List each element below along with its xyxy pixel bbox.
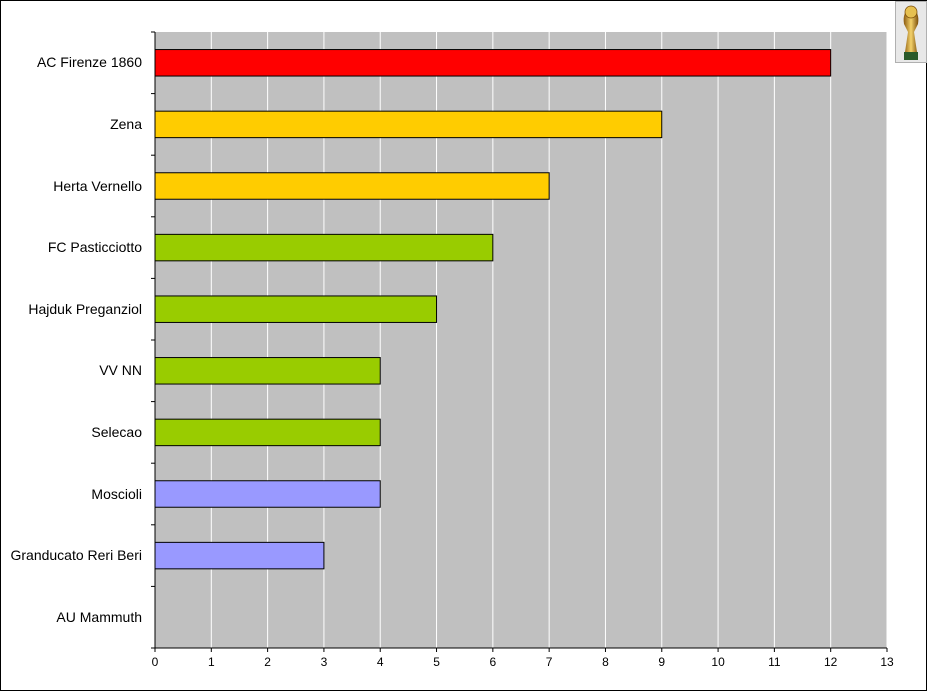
category-label: FC Pasticciotto (47, 239, 142, 256)
bar (154, 541, 325, 570)
category-label: Selecao (91, 423, 142, 440)
x-tick-label: 9 (658, 655, 665, 669)
bar (154, 357, 381, 385)
category-label: Granducato Reri Beri (10, 547, 142, 564)
x-tick-label: 7 (546, 655, 553, 669)
x-tick-label: 8 (602, 655, 609, 669)
world-cup-trophy-icon (895, 1, 927, 63)
x-tick-label: 1 (208, 655, 215, 669)
x-tick-label: 12 (824, 655, 838, 669)
x-tick-label: 0 (152, 655, 159, 669)
category-label: Herta Vernello (53, 177, 142, 194)
x-tick-label: 2 (264, 655, 271, 669)
bar (154, 295, 438, 323)
x-tick-label: 6 (490, 655, 497, 669)
x-tick-label: 11 (768, 655, 781, 669)
category-label: VV NN (99, 362, 142, 379)
x-tick-label: 10 (711, 655, 725, 669)
bar (154, 233, 494, 262)
category-label: Moscioli (91, 485, 142, 502)
x-tick-label: 5 (433, 655, 440, 669)
category-label: Zena (110, 115, 142, 132)
bar (154, 110, 663, 139)
category-label: Hajduk Preganziol (28, 300, 142, 317)
x-tick-label: 3 (321, 655, 328, 669)
category-label: AU Mammuth (56, 608, 142, 625)
category-label: AC Firenze 1860 (36, 54, 142, 71)
x-tick-label: 13 (880, 655, 894, 669)
bar (154, 480, 381, 508)
x-tick-label: 4 (377, 655, 384, 669)
bar (154, 172, 550, 200)
bar (154, 418, 381, 447)
bar (154, 49, 832, 77)
